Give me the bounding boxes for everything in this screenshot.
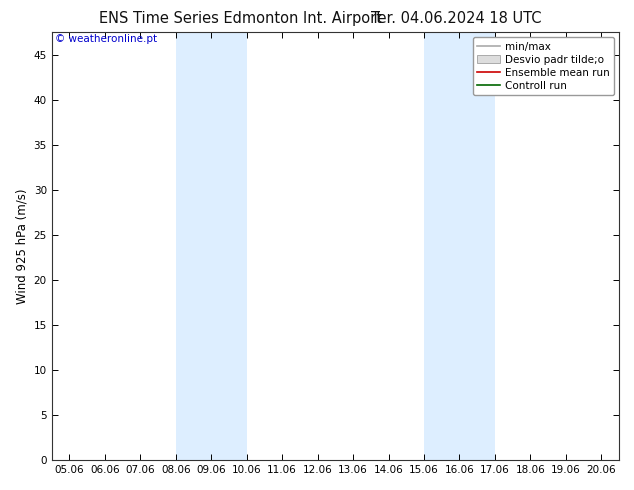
Legend: min/max, Desvio padr tilde;o, Ensemble mean run, Controll run: min/max, Desvio padr tilde;o, Ensemble m… <box>472 37 614 95</box>
Text: Ter. 04.06.2024 18 UTC: Ter. 04.06.2024 18 UTC <box>372 11 541 26</box>
Bar <box>424 32 495 460</box>
Text: © weatheronline.pt: © weatheronline.pt <box>55 34 157 44</box>
Text: ENS Time Series Edmonton Int. Airport: ENS Time Series Edmonton Int. Airport <box>100 11 382 26</box>
Y-axis label: Wind 925 hPa (m/s): Wind 925 hPa (m/s) <box>15 188 28 304</box>
Bar <box>176 32 247 460</box>
